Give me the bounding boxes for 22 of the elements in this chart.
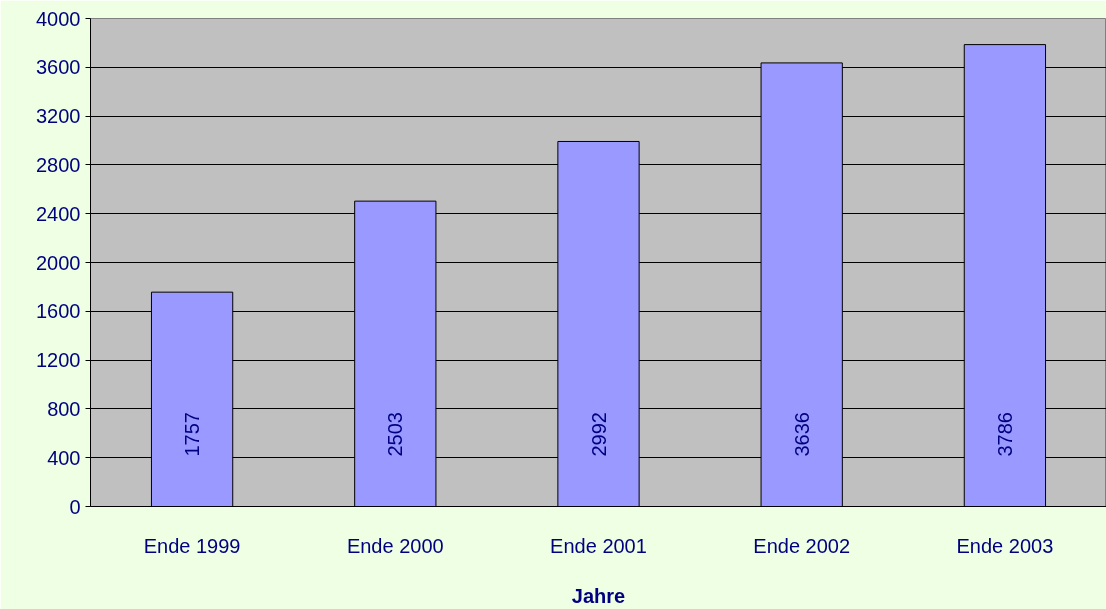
- y-tick-label: 0: [69, 495, 81, 518]
- y-tick-label: 800: [47, 397, 81, 420]
- y-tick-label: 1600: [36, 300, 81, 323]
- y-tick-label: 3600: [36, 56, 81, 79]
- data-label: 2992: [587, 412, 610, 457]
- y-tick-label: 400: [47, 446, 81, 469]
- y-tick-label: 2000: [36, 251, 81, 274]
- data-label: 1757: [181, 412, 204, 457]
- x-tick-label: Ende 2001: [550, 534, 647, 557]
- y-tick-label: 4000: [36, 7, 81, 30]
- y-tick-label: 1200: [36, 349, 81, 372]
- data-label: 2503: [384, 412, 407, 457]
- data-label: 3786: [993, 412, 1016, 457]
- x-axis-title: Jahre: [571, 584, 626, 607]
- data-label: 3636: [790, 412, 813, 457]
- y-tick-label: 2800: [36, 153, 81, 176]
- x-tick-label: Ende 2002: [753, 534, 851, 557]
- y-tick-label: 2400: [36, 202, 81, 225]
- x-tick-label: Ende 2003: [956, 534, 1054, 557]
- x-tick-label: Ende 2000: [346, 534, 444, 557]
- x-tick-label: Ende 1999: [143, 534, 241, 557]
- y-tick-label: 3200: [36, 105, 81, 128]
